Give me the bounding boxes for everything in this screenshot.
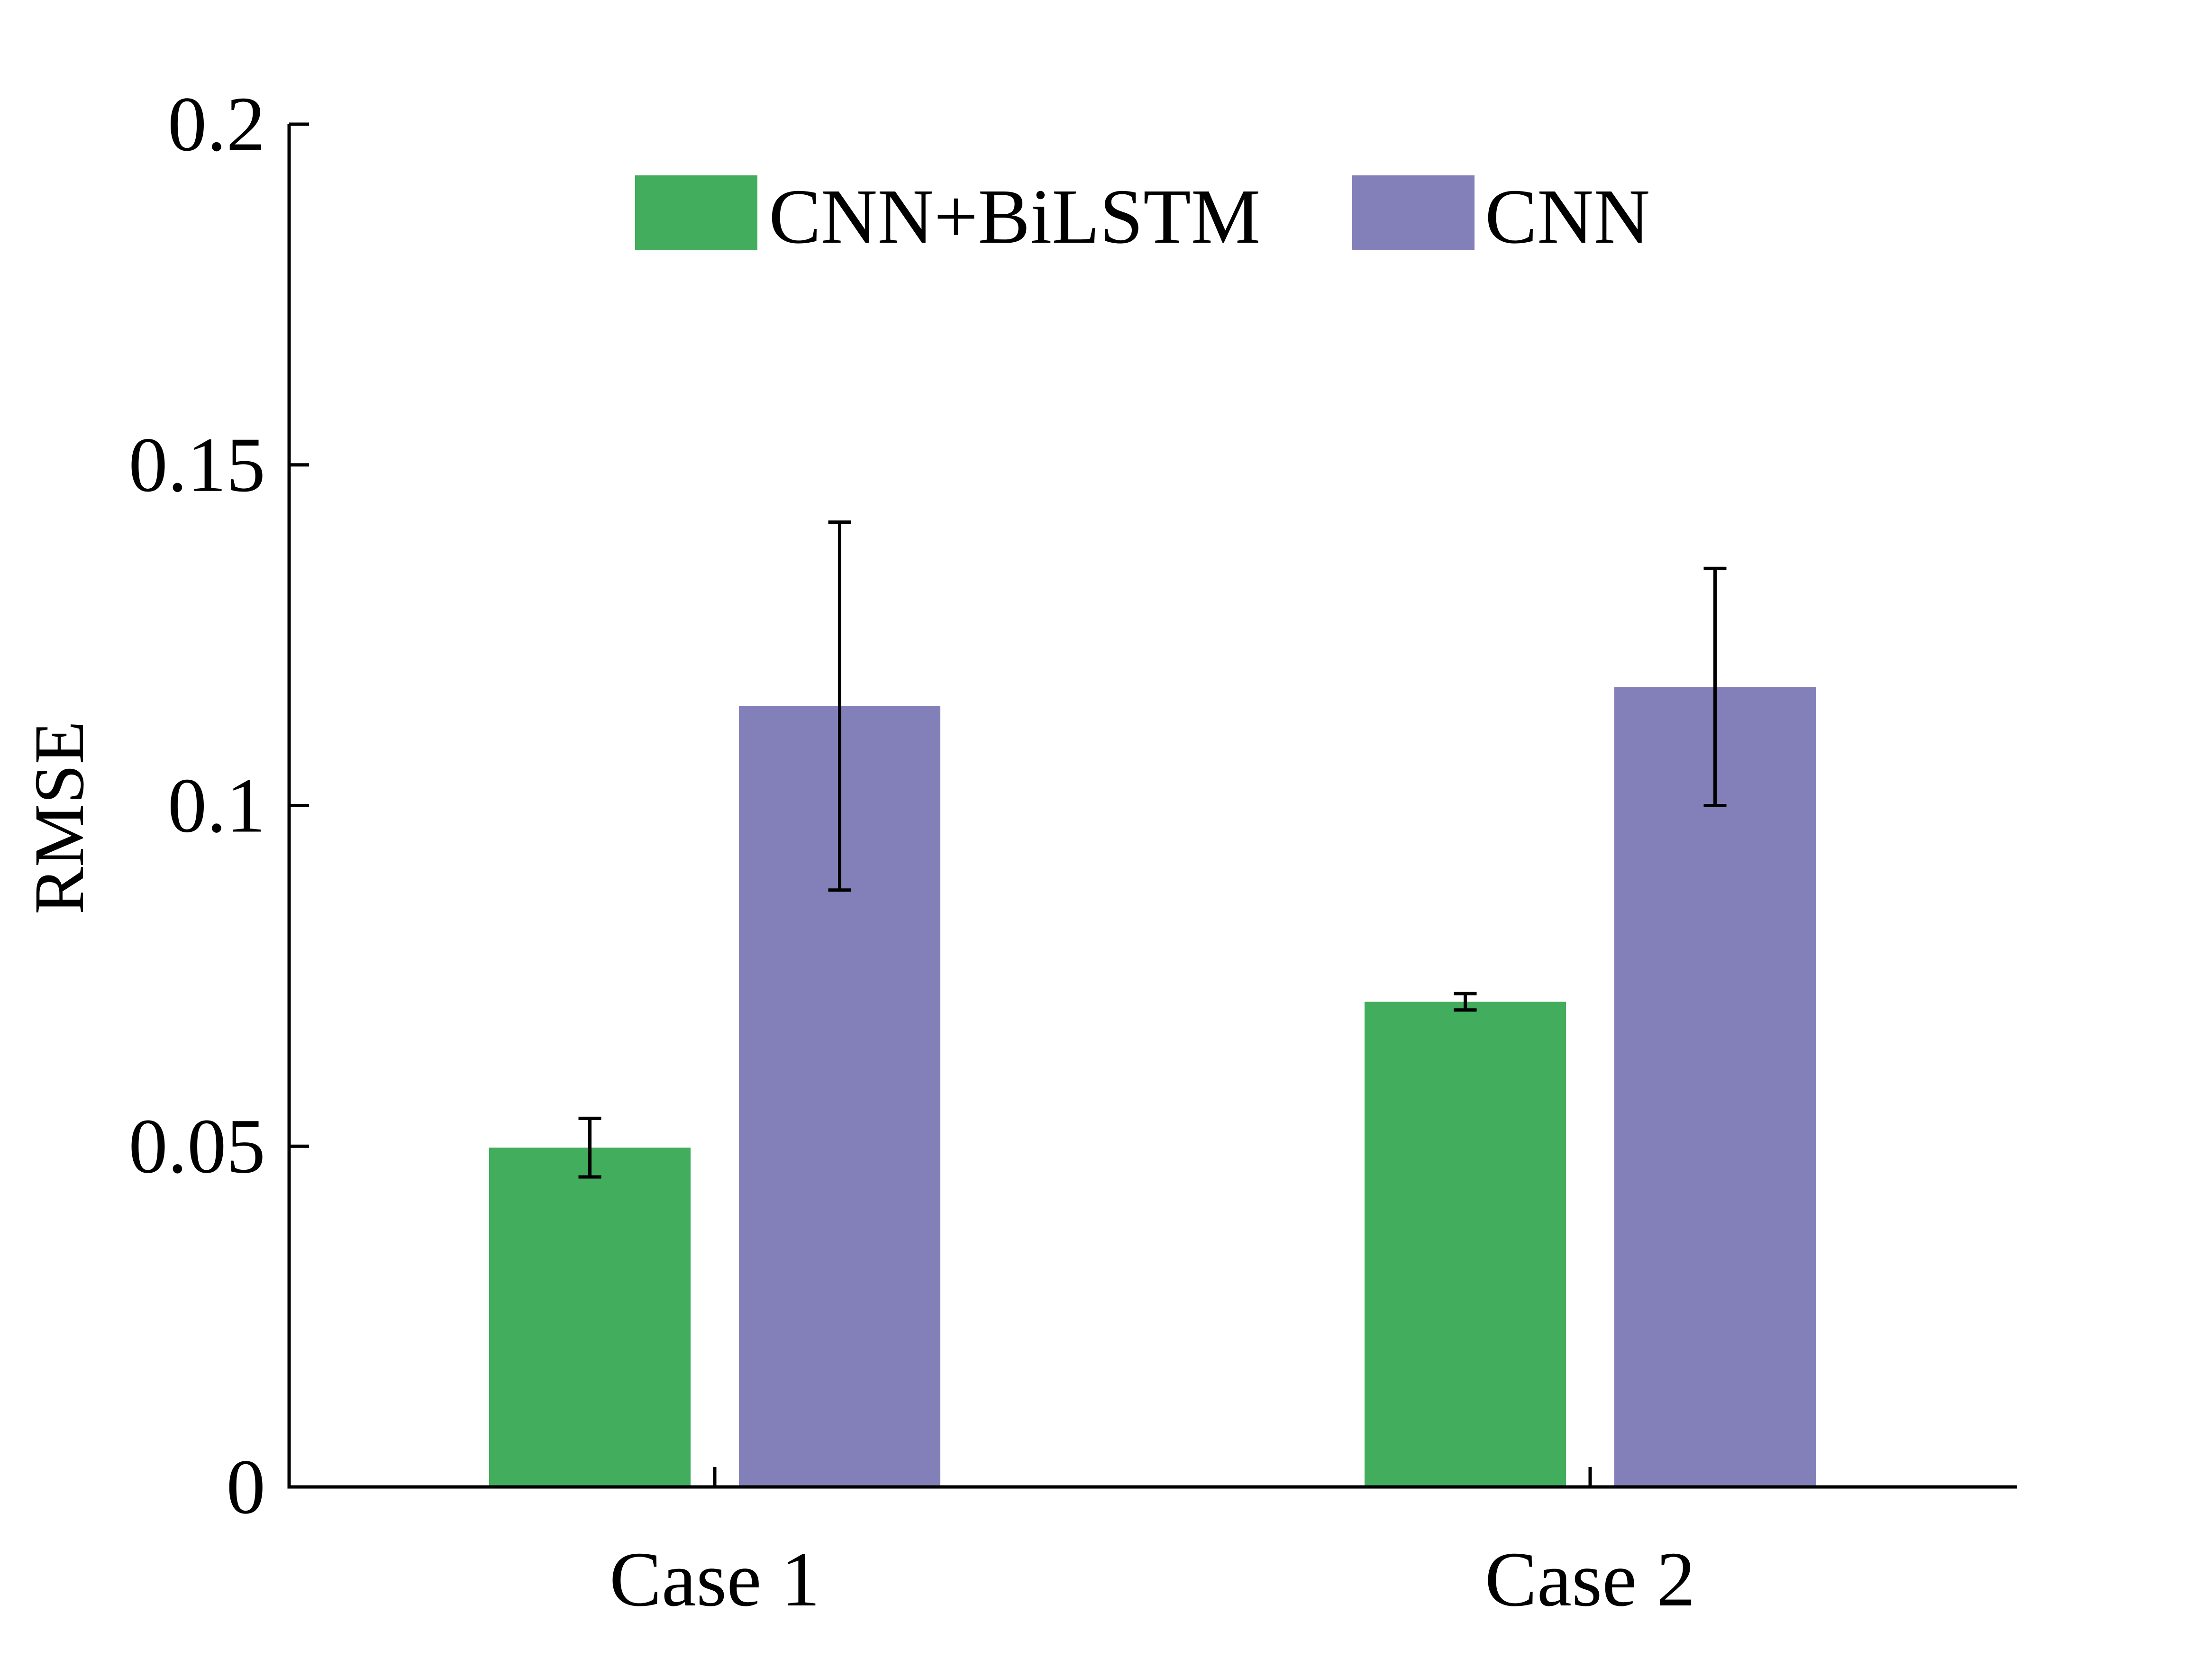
legend-label-cnn: CNN <box>1485 173 1650 260</box>
bar-cnn-bilstm-case-1 <box>489 1148 691 1487</box>
x-tick-label: Case 2 <box>1485 1536 1696 1623</box>
y-tick-label: 0.05 <box>128 1103 265 1189</box>
legend-label-cnn-bilstm: CNN+BiLSTM <box>769 173 1260 260</box>
legend-swatch-cnn-bilstm <box>635 175 757 250</box>
x-tick-label: Case 1 <box>610 1536 820 1623</box>
y-tick-label: 0 <box>227 1443 266 1530</box>
y-tick-label: 0.2 <box>168 81 265 167</box>
plot-area: Case 1 Case 2 0 0.05 0.1 0.15 0.2 CNN+BiLSTM CNN <box>128 81 2017 1623</box>
bar-cnn-case-2 <box>1614 687 1816 1487</box>
bar-cnn-bilstm-case-2 <box>1365 1002 1566 1487</box>
y-tick-label: 0.15 <box>128 421 265 508</box>
y-axis-label: RMSE <box>20 721 99 914</box>
y-tick-label: 0.1 <box>168 762 265 849</box>
legend-swatch-cnn <box>1352 175 1475 250</box>
